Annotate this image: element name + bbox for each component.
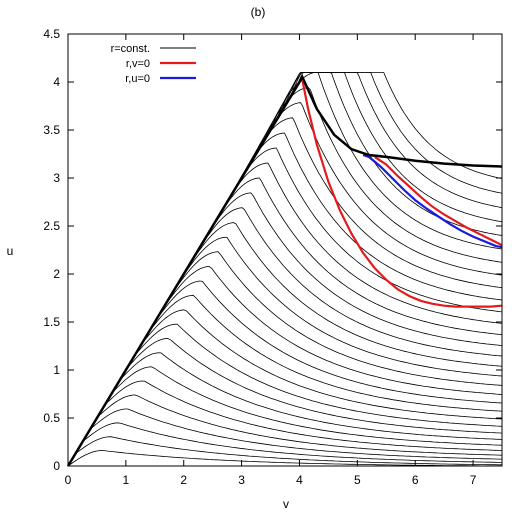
y-ticks: 0 0.5 1 1.5 2 2.5 3 3.5 4 4.5 bbox=[43, 27, 502, 473]
x-tick-label: 0 bbox=[65, 473, 72, 487]
family-curve bbox=[229, 132, 503, 301]
y-tick-label: 0.5 bbox=[43, 411, 60, 425]
family-curve bbox=[104, 380, 503, 451]
special-curves bbox=[66, 74, 503, 467]
x-axis-label: v bbox=[283, 497, 289, 511]
family-curve bbox=[111, 366, 503, 446]
family-curve bbox=[251, 87, 503, 263]
plot-frame bbox=[67, 33, 503, 467]
y-tick-label: 3.5 bbox=[43, 123, 60, 137]
family-curve bbox=[156, 280, 503, 404]
family-curve bbox=[97, 394, 503, 456]
family-curve bbox=[222, 147, 503, 313]
legend: r=const. r,v=0 r,u=0 bbox=[111, 43, 196, 85]
y-tick-label: 1.5 bbox=[43, 315, 60, 329]
y-tick-label: 0 bbox=[53, 459, 60, 473]
family-curve bbox=[126, 337, 503, 434]
family-curve bbox=[192, 207, 503, 357]
series-line-r-v-0 bbox=[301, 79, 503, 308]
legend-label: r,u=0 bbox=[125, 73, 150, 85]
family-curve bbox=[75, 436, 502, 466]
y-tick-label: 4.5 bbox=[43, 27, 60, 41]
legend-label: r,v=0 bbox=[126, 58, 150, 70]
x-tick-label: 1 bbox=[123, 473, 130, 487]
family-curve bbox=[163, 265, 503, 395]
family-curve bbox=[141, 309, 503, 420]
chart-title: (b) bbox=[251, 5, 266, 19]
x-ticks: 0 1 2 3 4 5 6 7 bbox=[65, 34, 477, 487]
family-curve bbox=[296, 72, 503, 179]
x-tick-label: 2 bbox=[180, 473, 187, 487]
x-tick-label: 4 bbox=[296, 473, 303, 487]
family-curve bbox=[178, 236, 503, 377]
series-line-r-u-0 bbox=[362, 153, 503, 249]
y-tick-label: 2 bbox=[53, 267, 60, 281]
family-curve bbox=[215, 162, 503, 324]
x-tick-label: 7 bbox=[470, 473, 477, 487]
family-curve bbox=[148, 294, 503, 412]
family-curve bbox=[200, 192, 503, 346]
y-axis-label: u bbox=[7, 244, 14, 258]
legend-label: r=const. bbox=[111, 43, 150, 55]
family-curves bbox=[67, 71, 503, 467]
series-line-boundary bbox=[66, 74, 503, 467]
family-curve bbox=[237, 117, 503, 289]
family-curve bbox=[207, 177, 503, 336]
x-tick-label: 6 bbox=[412, 473, 419, 487]
family-curve bbox=[170, 251, 503, 386]
x-tick-label: 5 bbox=[354, 473, 361, 487]
y-tick-label: 1 bbox=[53, 363, 60, 377]
family-curve bbox=[67, 450, 502, 467]
family-curve bbox=[119, 352, 503, 440]
y-tick-label: 3 bbox=[53, 171, 60, 185]
family-curve bbox=[89, 408, 502, 460]
y-tick-label: 2.5 bbox=[43, 219, 60, 233]
family-curve bbox=[82, 422, 502, 463]
family-curve bbox=[133, 323, 503, 427]
family-curve bbox=[185, 222, 503, 367]
y-tick-label: 4 bbox=[53, 75, 60, 89]
family-curve bbox=[244, 102, 503, 276]
x-tick-label: 3 bbox=[238, 473, 245, 487]
series-line-boundary bbox=[374, 155, 503, 247]
